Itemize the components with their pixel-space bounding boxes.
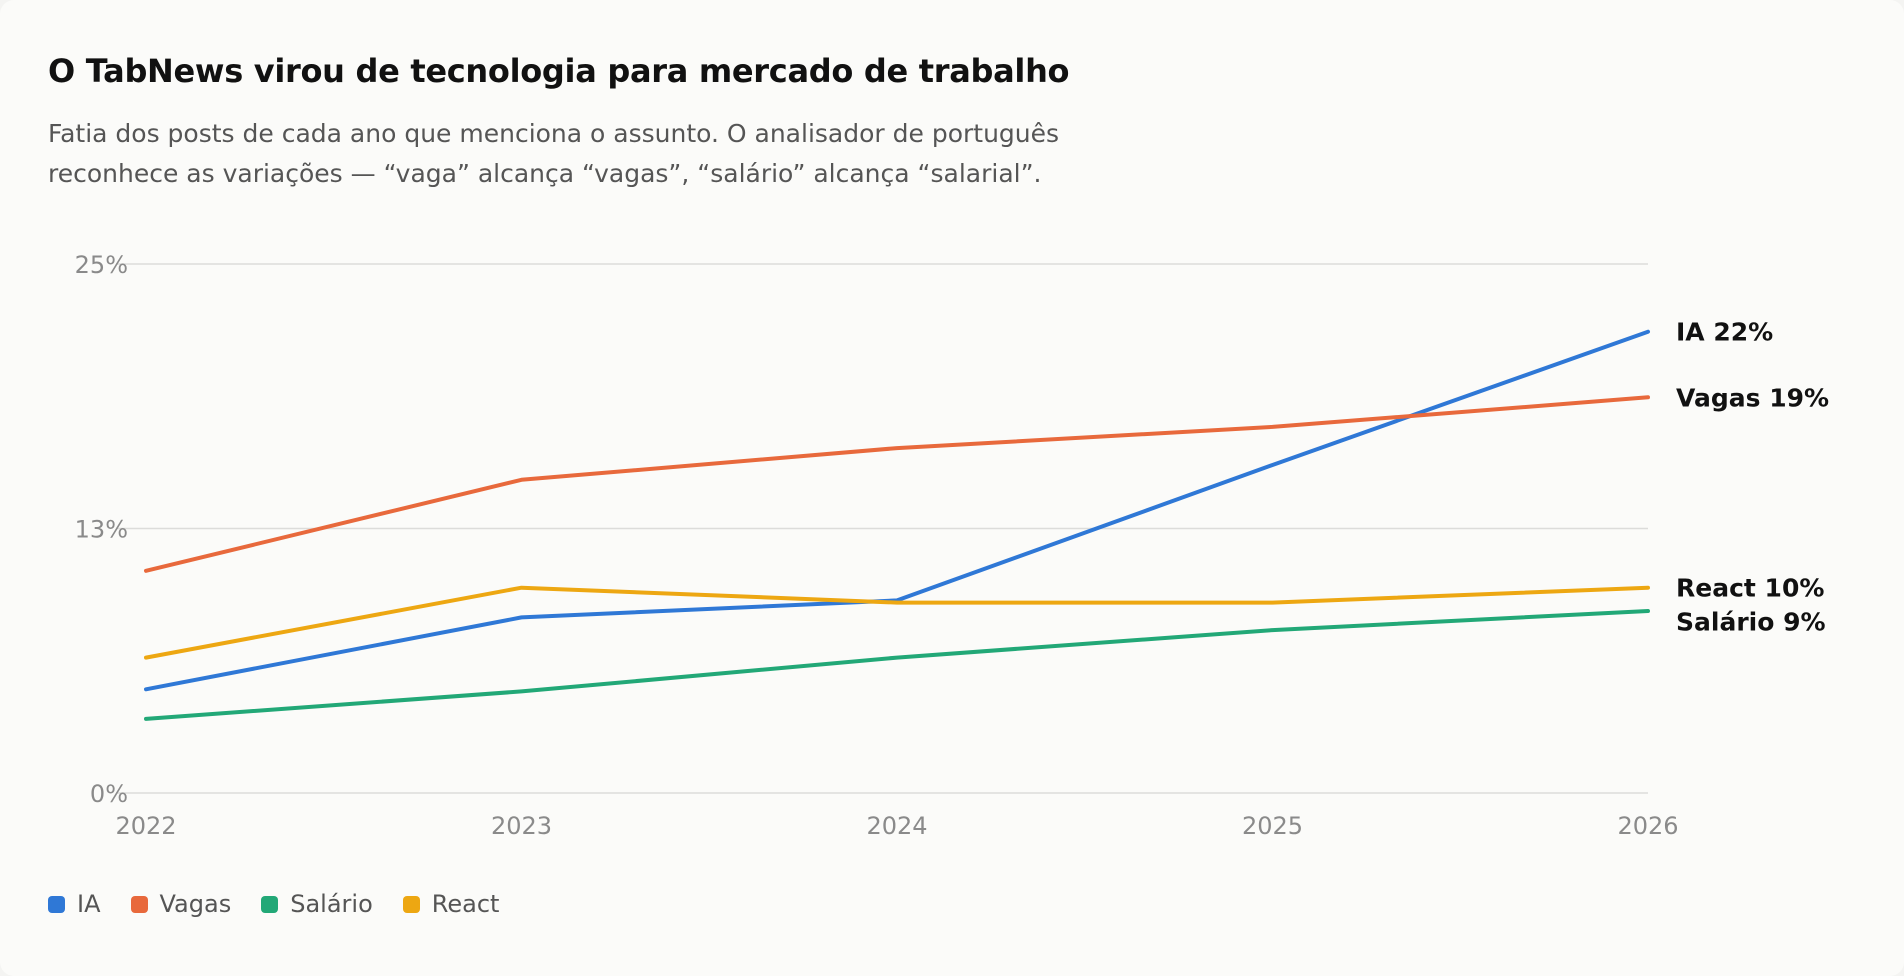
legend-item: Vagas [130, 890, 232, 918]
x-tick-label: 2022 [115, 812, 176, 840]
chart-legend: IA Vagas Salário React [48, 890, 499, 918]
series-line-vagas [144, 395, 1650, 573]
end-label: Vagas 19% [1676, 383, 1829, 412]
legend-label: IA [77, 890, 101, 918]
legend-item: IA [48, 890, 101, 918]
series-line-react [144, 585, 1650, 660]
legend-label: Vagas [159, 890, 232, 918]
legend-item: Salário [261, 890, 373, 918]
legend-swatch [48, 895, 65, 913]
x-tick-label: 2026 [1617, 812, 1678, 840]
chart-subtitle: Fatia dos posts de cada ano que menciona… [48, 119, 1060, 188]
legend-label: Salário [290, 890, 373, 918]
legend-item: React [402, 890, 500, 918]
x-tick-label: 2023 [491, 812, 552, 840]
y-tick-label: 25% [75, 251, 128, 279]
end-label: React 10% [1676, 574, 1824, 603]
end-label: IA 22% [1676, 318, 1773, 347]
series-line-salário [144, 609, 1650, 721]
legend-swatch [261, 895, 279, 913]
x-tick-label: 2024 [866, 812, 927, 840]
legend-swatch [130, 895, 148, 913]
legend-label: React [431, 890, 500, 918]
series-line-ia [144, 329, 1650, 692]
end-label: Salário 9% [1676, 608, 1826, 637]
legend-swatch [402, 895, 420, 913]
y-tick-label: 13% [75, 516, 128, 544]
line-chart: 0% 13% 25% 2022 2023 2024 2025 2026 IA 22% Vagas … [75, 251, 1829, 840]
chart-title: O TabNews virou de tecnologia para merca… [48, 52, 1070, 90]
x-tick-label: 2025 [1242, 812, 1303, 840]
y-tick-label: 0% [90, 780, 128, 808]
